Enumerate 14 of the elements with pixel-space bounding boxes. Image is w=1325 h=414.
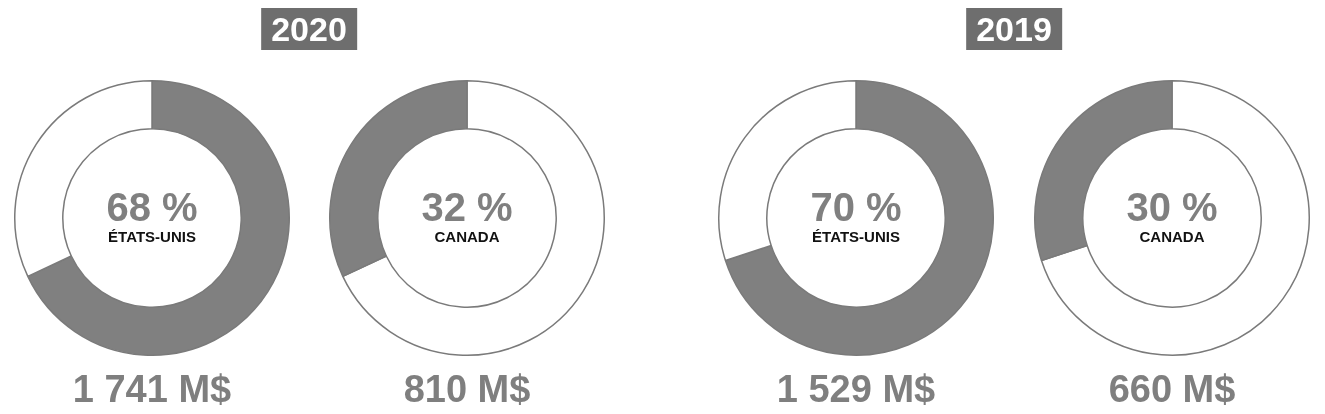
text: 810 M$ [402, 368, 532, 410]
data-label: 68 % [105, 185, 199, 229]
chart-title: 2019 [966, 8, 1062, 50]
text: 1 741 M$ [71, 368, 233, 410]
text: 1 529 M$ [775, 368, 937, 410]
slice-label: CANADA [1138, 228, 1206, 246]
slice-label: ÉTATS-UNIS [811, 228, 901, 246]
text: 660 M$ [1107, 368, 1237, 410]
data-label: 32 % [420, 185, 514, 229]
slice-label: CANADA [433, 228, 501, 246]
slice-label: ÉTATS-UNIS [107, 228, 197, 246]
data-label: 70 % [809, 185, 903, 229]
chart-title: 2020 [261, 8, 357, 50]
data-label: 30 % [1125, 185, 1219, 229]
